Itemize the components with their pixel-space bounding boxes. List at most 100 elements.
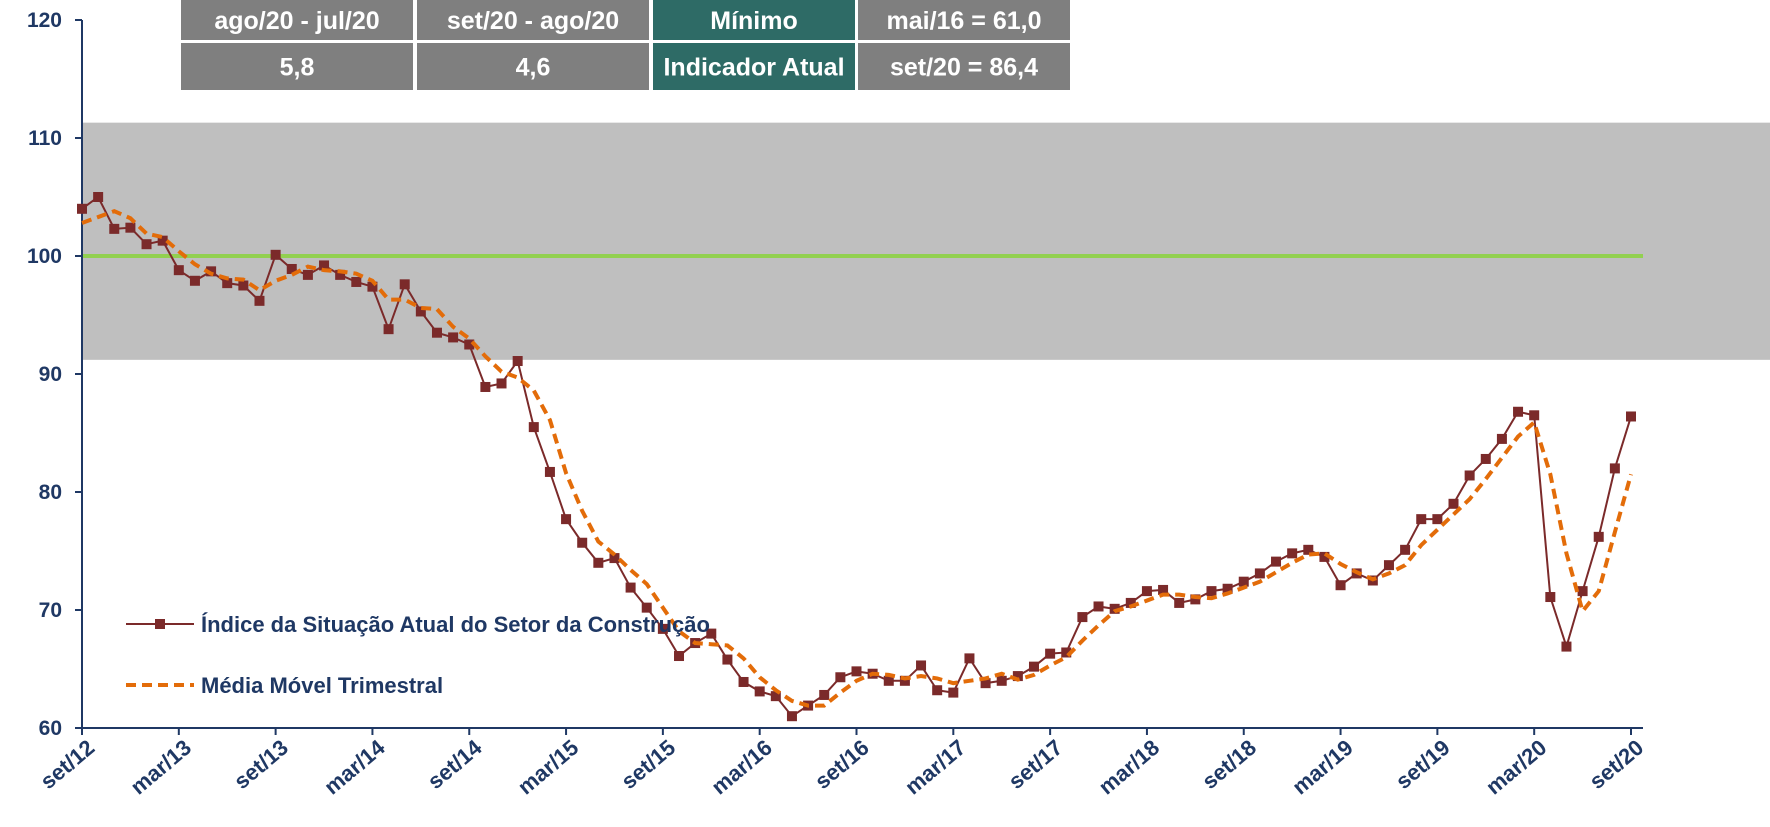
y-tick-label: 80 <box>39 481 62 504</box>
y-tick-label: 100 <box>27 245 62 268</box>
x-tick-label: set/16 <box>810 735 874 794</box>
marker <box>770 691 781 702</box>
marker <box>399 279 410 290</box>
marker <box>932 685 943 696</box>
marker <box>544 466 555 477</box>
marker <box>1335 580 1346 591</box>
table-text: mai/16 = 61,0 <box>887 7 1042 35</box>
marker <box>1464 470 1475 481</box>
marker <box>1174 597 1185 608</box>
marker <box>1432 514 1443 525</box>
marker <box>561 514 572 525</box>
marker <box>1480 453 1491 464</box>
marker <box>383 324 394 335</box>
marker <box>1319 551 1330 562</box>
marker <box>1383 560 1394 571</box>
marker <box>448 332 459 343</box>
table-text: Indicador Atual <box>663 54 844 82</box>
marker <box>674 651 685 662</box>
x-tick-label: mar/18 <box>1094 735 1164 800</box>
marker <box>1271 556 1282 567</box>
marker <box>577 537 588 548</box>
marker <box>173 265 184 276</box>
marker <box>786 711 797 722</box>
marker <box>1093 601 1104 612</box>
band <box>82 122 1770 360</box>
marker <box>319 260 330 271</box>
x-tick-label: mar/16 <box>706 735 776 800</box>
marker <box>528 422 539 433</box>
x-tick-label: set/14 <box>423 734 487 794</box>
x-tick-label: set/13 <box>229 735 293 794</box>
x-tick-label: set/19 <box>1391 735 1455 794</box>
table-cell <box>417 0 649 40</box>
x-tick-label: mar/17 <box>900 735 970 800</box>
marker <box>1303 544 1314 555</box>
x-tick-label: set/12 <box>35 735 99 794</box>
marker <box>1012 671 1023 682</box>
marker <box>1416 514 1427 525</box>
marker <box>512 356 523 367</box>
marker <box>899 675 910 686</box>
marker <box>1254 568 1265 579</box>
marker <box>996 675 1007 686</box>
y-tick-label: 120 <box>27 9 62 32</box>
table-text: ago/20 - jul/20 <box>214 7 379 35</box>
x-tick-label: mar/15 <box>513 735 583 800</box>
marker <box>738 676 749 687</box>
marker <box>1028 661 1039 672</box>
marker <box>141 239 152 250</box>
marker <box>1077 612 1088 623</box>
y-tick-label: 90 <box>39 363 62 386</box>
marker <box>609 553 620 564</box>
marker <box>1545 592 1556 603</box>
marker <box>1626 411 1636 422</box>
marker <box>641 602 652 613</box>
marker <box>1529 410 1540 421</box>
marker <box>835 672 846 683</box>
table-cell <box>181 0 413 40</box>
table-text: 5,8 <box>280 54 315 82</box>
marker <box>1400 544 1411 555</box>
marker <box>1061 647 1072 658</box>
marker <box>1158 584 1169 595</box>
marker <box>1496 433 1507 444</box>
marker <box>625 582 636 593</box>
marker <box>302 269 313 280</box>
table-cell <box>181 43 413 90</box>
marker <box>851 666 862 677</box>
legend-label: Média Móvel Trimestral <box>201 673 443 698</box>
marker <box>1448 498 1459 509</box>
marker <box>754 686 765 697</box>
marker <box>157 235 168 246</box>
marker <box>222 278 233 289</box>
marker <box>1125 597 1136 608</box>
series-line <box>81 209 1633 708</box>
marker <box>351 276 362 287</box>
marker <box>948 687 959 698</box>
marker <box>125 222 136 233</box>
marker <box>496 378 507 389</box>
marker <box>270 249 281 260</box>
marker <box>1513 406 1524 417</box>
marker <box>1561 641 1572 652</box>
marker <box>1045 648 1056 659</box>
marker <box>1206 586 1217 597</box>
marker <box>722 654 733 665</box>
x-tick-label: set/20 <box>1584 735 1648 794</box>
marker <box>206 266 217 277</box>
marker <box>1577 586 1588 597</box>
marker <box>1238 576 1249 587</box>
marker <box>480 381 491 392</box>
table-cell <box>858 43 1070 90</box>
marker <box>1287 548 1298 559</box>
marker <box>77 203 87 214</box>
marker <box>367 281 378 292</box>
marker <box>335 269 346 280</box>
table-text: Mínimo <box>710 7 798 35</box>
marker <box>1593 531 1604 542</box>
marker <box>657 623 668 634</box>
x-tick-label: set/18 <box>1197 735 1261 794</box>
marker <box>916 660 927 671</box>
